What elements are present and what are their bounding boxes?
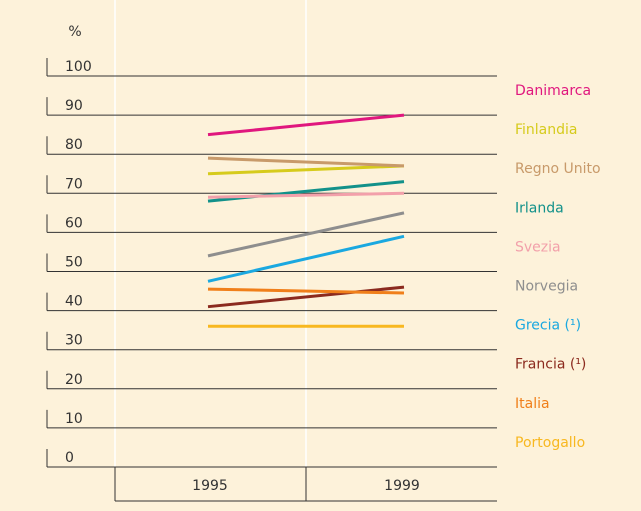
- legend-label: Irlanda: [515, 200, 564, 216]
- y-tick-label: 0: [65, 450, 74, 466]
- y-tick-label: 60: [65, 215, 83, 231]
- series-line: [207, 234, 405, 283]
- series-line: [207, 287, 405, 295]
- y-tick-label: 30: [65, 333, 83, 349]
- y-tick-label: 70: [65, 176, 83, 192]
- y-tick-label: 100: [65, 59, 92, 75]
- x-tick-label: 1995: [192, 478, 228, 494]
- legend-label: Danimarca: [515, 83, 591, 99]
- series-line: [207, 164, 405, 176]
- series-line: [207, 285, 405, 309]
- legend-label: Finlandia: [515, 122, 578, 138]
- series-line: [207, 211, 405, 258]
- y-tick-label: 80: [65, 137, 83, 153]
- legend-label: Norvegia: [515, 279, 578, 295]
- legend-label: Francia (¹): [515, 357, 586, 373]
- legend-label: Regno Unito: [515, 161, 601, 177]
- y-tick-label: 90: [65, 98, 83, 114]
- legend-label: Italia: [515, 396, 550, 412]
- series-line: [207, 156, 405, 168]
- x-tick-label: 1999: [384, 478, 420, 494]
- legend-label: Portogallo: [515, 435, 585, 451]
- y-tick-label: 50: [65, 255, 83, 271]
- y-tick-label: 40: [65, 294, 83, 310]
- y-axis-label: %: [68, 24, 81, 40]
- series-line: [207, 191, 405, 199]
- series-line: [207, 113, 405, 137]
- legend-label: Grecia (¹): [515, 318, 581, 334]
- legend-label: Svezia: [515, 239, 561, 255]
- y-tick-label: 20: [65, 372, 83, 388]
- y-tick-label: 10: [65, 411, 83, 427]
